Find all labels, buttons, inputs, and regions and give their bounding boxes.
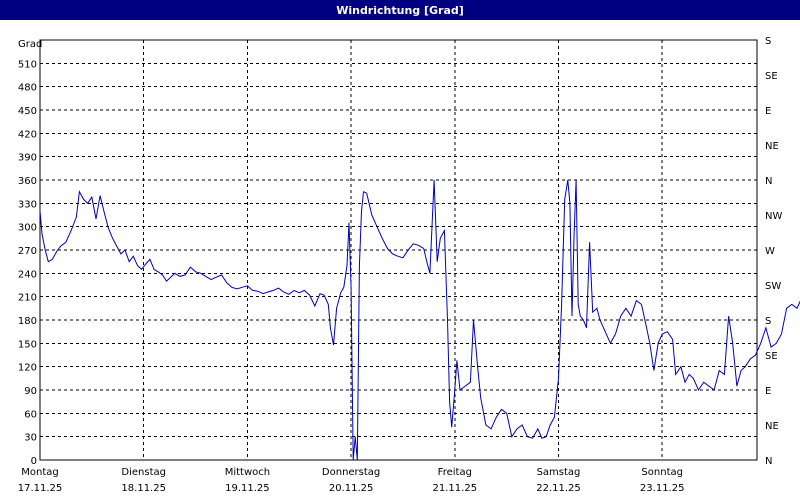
y-tick-label: 270 [18,246,37,257]
right-tick-label: SE [765,71,778,82]
plot-frame [39,39,758,461]
right-tick-label: S [765,36,771,47]
right-tick-label: E [765,386,771,397]
chart-title-bar: Windrichtung [Grad] [0,0,800,20]
y-tick-label: 120 [18,363,37,374]
y-tick-label: 210 [18,293,37,304]
x-tick-day: Dienstag [121,467,166,478]
x-tick-date: 19.11.25 [225,483,270,494]
y-tick-label: 450 [18,106,37,117]
grid [40,40,757,460]
right-tick-label: S [765,316,771,327]
axes [39,39,758,461]
x-tick-day: Freitag [438,467,472,478]
y-tick-label: 330 [18,199,37,210]
y-tick-label: 30 [24,433,37,444]
right-tick-label: N [765,176,772,187]
right-tick-label: NW [765,211,782,222]
x-tick-date: 17.11.25 [18,483,63,494]
x-tick-date: 22.11.25 [536,483,581,494]
right-tick-label: SW [765,281,781,292]
x-tick-date: 21.11.25 [433,483,478,494]
series-line [39,179,800,461]
y-axis-label: Grad [18,39,42,50]
chart-title: Windrichtung [Grad] [336,3,464,17]
y-tick-label: 90 [24,386,37,397]
right-tick-label: N [765,456,772,467]
y-tick-label: 60 [24,409,37,420]
right-tick-label: W [765,246,775,257]
x-tick-date: 18.11.25 [121,483,166,494]
x-tick-day: Samstag [537,467,581,478]
right-tick-label: NE [765,421,779,432]
y-tick-label: 510 [18,59,37,70]
y-tick-label: 0 [31,456,37,467]
x-tick-day: Donnerstag [322,467,380,478]
y-tick-label: 240 [18,269,37,280]
x-tick-day: Mittwoch [225,467,270,478]
y-tick-label: 360 [18,176,37,187]
y-tick-label: 180 [18,316,37,327]
x-tick-day: Sonntag [641,467,683,478]
y-tick-label: 390 [18,153,37,164]
series-layer [39,179,800,461]
y-tick-label: 150 [18,339,37,350]
right-tick-label: E [765,106,771,117]
x-tick-day: Montag [21,467,58,478]
x-tick-date: 20.11.25 [329,483,374,494]
tick-labels: Grad 0 30 60 90 120 150 180 210 240 270 300 330 360 39… [18,36,783,494]
y-tick-label: 480 [18,83,37,94]
wind-direction-chart: Grad 0 30 60 90 120 150 180 210 240 270 300 330 360 39… [18,36,800,494]
y-tick-label: 420 [18,129,37,140]
x-tick-date: 23.11.25 [640,483,685,494]
right-tick-label: SE [765,351,778,362]
right-tick-label: NE [765,141,779,152]
y-tick-label: 300 [18,223,37,234]
